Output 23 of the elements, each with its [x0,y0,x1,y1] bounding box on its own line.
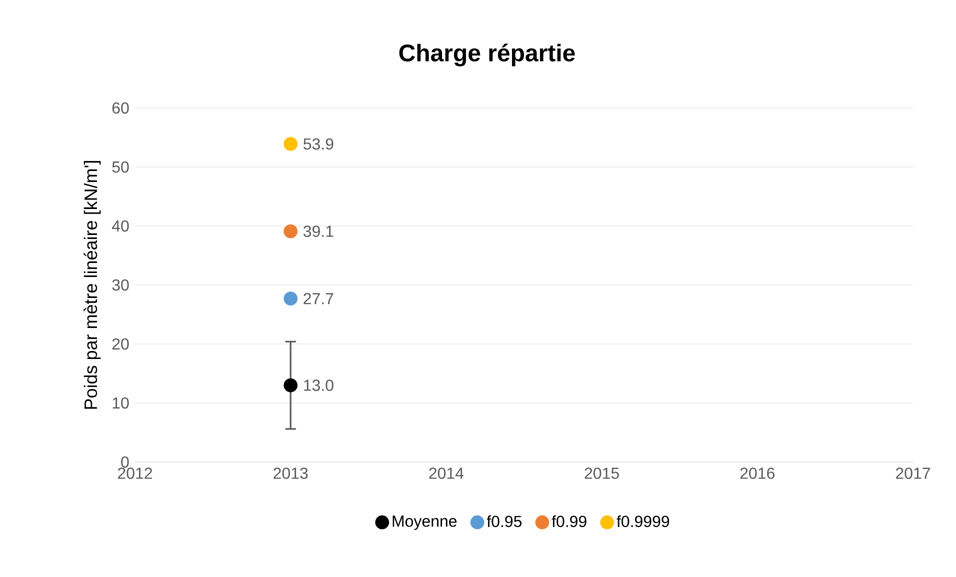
legend-label: f0.95 [486,515,522,528]
x-tick-label: 2016 [740,468,774,479]
chart-title: Charge répartie [399,44,575,66]
y-axis-title: Poids par mètre linéaire [kN/m'] [84,161,101,409]
data-label: 13.0 [304,380,334,391]
x-tick-label: 2017 [896,468,930,479]
legend-label: Moyenne [392,516,457,530]
x-tick-label: 2012 [118,468,152,479]
y-tick-label: 50 [112,161,129,173]
x-tick-label: 2015 [584,468,619,479]
y-tick-label: 20 [112,338,129,350]
y-tick-label: 0 [121,456,129,468]
y-tick-label: 30 [112,279,129,291]
x-tick-label: 2014 [429,468,464,479]
data-label: 53.9 [304,138,334,150]
y-tick-label: 60 [112,102,129,114]
data-label: 39.1 [303,226,334,237]
x-tick-label: 2013 [274,468,308,479]
legend-label: f0.99 [552,515,586,528]
data-label: 27.7 [304,292,334,304]
y-tick-label: 40 [112,220,129,232]
legend-label: f0.9999 [616,515,670,528]
y-tick-label: 10 [112,397,129,409]
